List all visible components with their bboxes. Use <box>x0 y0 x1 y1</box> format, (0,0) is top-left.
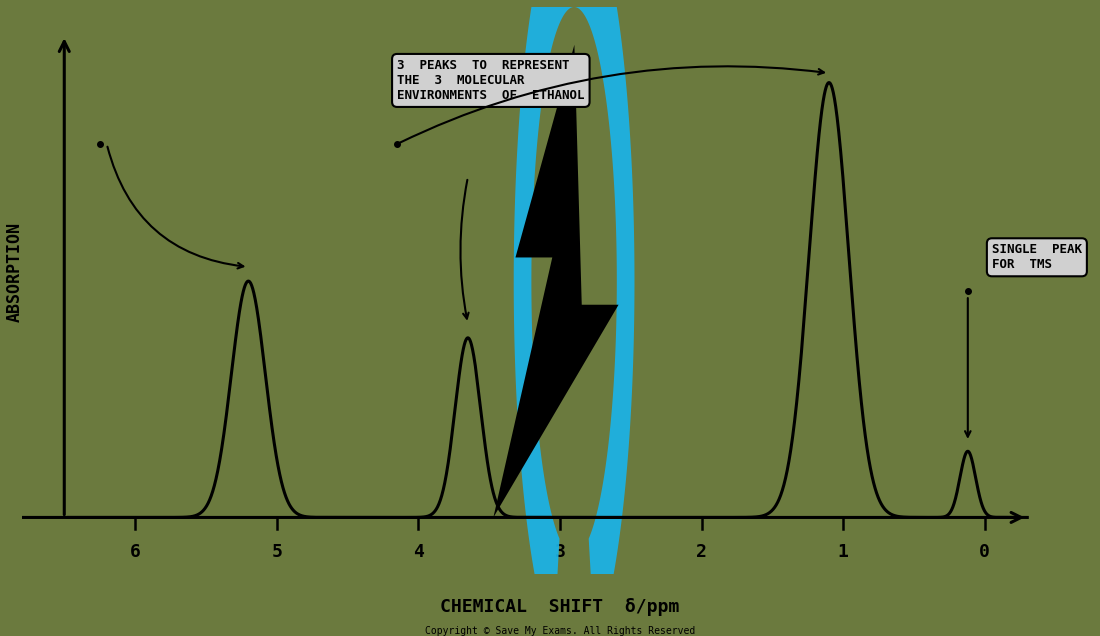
Text: 1: 1 <box>838 543 848 562</box>
Text: 4: 4 <box>412 543 424 562</box>
Text: 3: 3 <box>554 543 565 562</box>
Text: 6: 6 <box>130 543 141 562</box>
Text: SINGLE  PEAK
FOR  TMS: SINGLE PEAK FOR TMS <box>992 244 1082 272</box>
Text: 0: 0 <box>979 543 990 562</box>
Text: CHEMICAL  SHIFT  δ/ppm: CHEMICAL SHIFT δ/ppm <box>440 598 680 616</box>
Text: 2: 2 <box>696 543 707 562</box>
Text: 5: 5 <box>272 543 282 562</box>
Text: Copyright © Save My Exams. All Rights Reserved: Copyright © Save My Exams. All Rights Re… <box>425 626 695 636</box>
Text: ABSORPTION: ABSORPTION <box>6 222 24 322</box>
Text: 3  PEAKS  TO  REPRESENT
THE  3  MOLECULAR
ENVIRONMENTS  OF  ETHANOL: 3 PEAKS TO REPRESENT THE 3 MOLECULAR ENV… <box>397 59 584 102</box>
Polygon shape <box>494 45 618 518</box>
Polygon shape <box>514 0 635 636</box>
